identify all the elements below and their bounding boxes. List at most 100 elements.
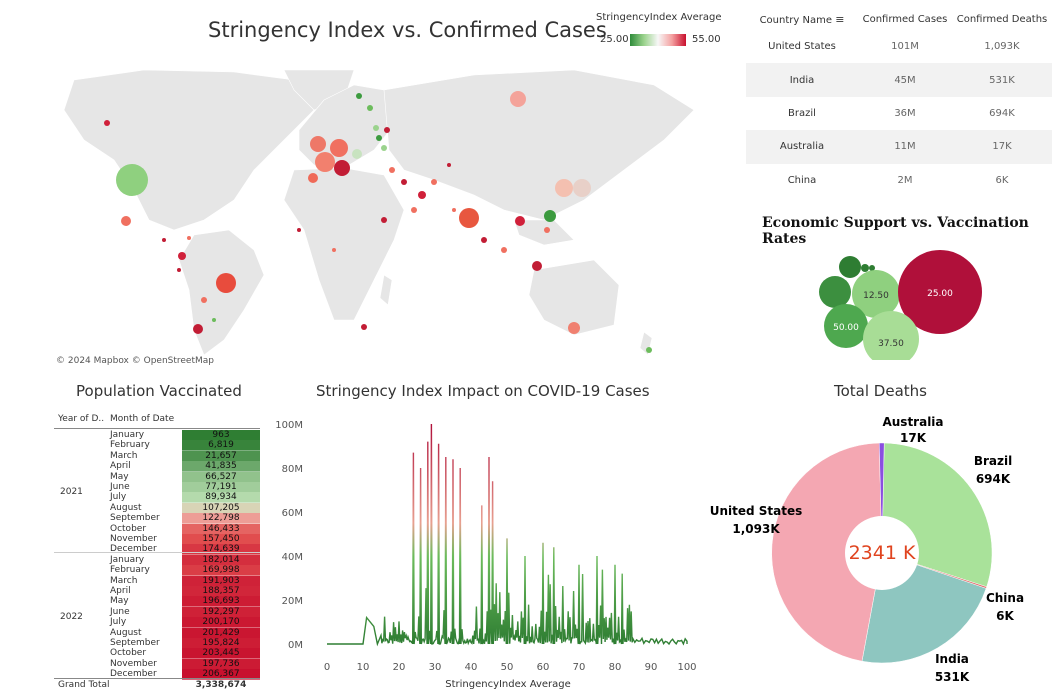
vaccinated-cell[interactable]: 203,445 — [182, 648, 260, 660]
vaccinated-cell[interactable]: 21,657 — [182, 450, 260, 462]
col-confirmed-cases: Confirmed Cases — [862, 13, 948, 25]
bubble-label-50-00: 50.00 — [833, 323, 859, 333]
grand-total-label: Grand Total — [58, 680, 110, 690]
line-chart-title: Stringency Index Impact on COVID-19 Case… — [316, 382, 650, 400]
cases-line — [327, 423, 688, 647]
sort-icon[interactable]: ≡ — [835, 12, 845, 26]
x-tick-label: 50 — [501, 662, 514, 673]
bubble-korea — [544, 210, 556, 222]
bubble-small-3 — [869, 265, 875, 271]
label-brazil-name: Brazil — [974, 454, 1012, 468]
month-label: August — [110, 627, 142, 638]
stringency-line-chart[interactable]: 0M 20M 40M 60M 80M 100M 0 10 20 30 40 50 60 70 80 90 10… — [270, 405, 710, 695]
month-label: November — [110, 658, 157, 669]
vaccinated-cell[interactable]: 195,824 — [182, 638, 260, 649]
map-title: Stringency Index vs. Confirmed Cases — [208, 18, 607, 42]
bubble-argentina — [193, 324, 203, 334]
month-label: November — [110, 534, 157, 544]
label-australia-name: Australia — [882, 415, 943, 429]
col-confirmed-deaths: Confirmed Deaths — [956, 13, 1048, 25]
bubble-small-2 — [861, 264, 869, 272]
vaccinated-cell[interactable]: 963 — [182, 430, 260, 441]
vaccinated-cell[interactable]: 182,014 — [182, 554, 260, 566]
bubble-label-25-00: 25.00 — [927, 289, 953, 299]
x-axis: 0 10 20 30 40 50 60 70 80 90 100 — [324, 662, 697, 673]
col-country-name[interactable]: Country Name ≡ — [759, 12, 845, 26]
month-label: October — [110, 648, 147, 659]
vaccinated-cell[interactable]: 66,527 — [182, 471, 260, 483]
month-label: July — [110, 492, 127, 503]
label-india-name: India — [935, 652, 969, 666]
month-label: January — [110, 430, 145, 440]
vaccinated-cell[interactable]: 201,429 — [182, 627, 260, 639]
month-label: May — [110, 596, 129, 607]
month-label: March — [110, 450, 138, 461]
bubble-india — [459, 208, 479, 228]
month-label: July — [110, 617, 127, 628]
label-china-value: 6K — [996, 609, 1014, 623]
vaccinated-cell[interactable]: 41,835 — [182, 461, 260, 473]
legend-gradient — [630, 34, 686, 46]
bubble-peru — [178, 252, 186, 260]
x-tick-label: 60 — [537, 662, 550, 673]
economic-bubble-chart[interactable]: 12.50 25.00 50.00 37.50 — [760, 240, 1060, 360]
bubble-europe-4 — [334, 160, 350, 176]
total-deaths-donut[interactable]: 2341 K Australia 17K Brazil 694K China 6… — [700, 405, 1060, 698]
vaccinated-cell[interactable]: 192,297 — [182, 606, 260, 618]
bubble-mexico — [121, 216, 131, 226]
month-label: January — [110, 554, 145, 565]
vaccinated-cell[interactable]: 77,191 — [182, 482, 260, 493]
month-label: April — [110, 586, 131, 596]
bubble-indonesia — [532, 261, 542, 271]
vaccinated-cell[interactable]: 157,450 — [182, 534, 260, 545]
bubble-thailand — [515, 216, 525, 226]
col-year[interactable]: Year of D.. — [58, 414, 105, 424]
world-map[interactable] — [54, 70, 744, 370]
bubble-europe-1 — [330, 139, 348, 157]
vaccinated-cell[interactable]: 197,736 — [182, 658, 260, 670]
bubble-12-50 — [852, 270, 900, 318]
vaccinated-cell[interactable]: 196,693 — [182, 596, 260, 608]
x-tick-label: 30 — [429, 662, 442, 673]
vaccinated-cell[interactable]: 122,798 — [182, 513, 260, 525]
bubble-medium — [819, 276, 851, 308]
donut-slice-united-states[interactable] — [771, 442, 883, 662]
table-header: Country Name ≡ Confirmed Cases Confirmed… — [746, 8, 1052, 30]
y-tick-label: 20M — [282, 596, 303, 607]
vaccinated-cell[interactable]: 107,205 — [182, 502, 260, 514]
month-label: October — [110, 523, 147, 534]
x-tick-label: 20 — [393, 662, 406, 673]
month-label: June — [110, 606, 130, 617]
bubble-small-1 — [839, 256, 861, 278]
vaccinated-cell[interactable]: 200,170 — [182, 617, 260, 629]
vaccinated-cell[interactable]: 89,934 — [182, 492, 260, 504]
label-india-value: 531K — [935, 670, 970, 684]
country-bubbles — [104, 91, 652, 353]
month-label: September — [110, 513, 160, 524]
month-label: August — [110, 502, 142, 513]
table-row[interactable]: Brazil 36M 694K — [788, 107, 1015, 119]
vaccinated-cell[interactable]: 188,357 — [182, 586, 260, 597]
x-tick-label: 90 — [645, 662, 658, 673]
table-row[interactable]: United States 101M 1,093K — [768, 41, 1020, 53]
vaccinated-cell[interactable]: 146,433 — [182, 523, 260, 535]
vaccinated-cell[interactable]: 174,639 — [182, 544, 260, 556]
month-label: May — [110, 471, 129, 482]
col-month[interactable]: Month of Date — [110, 414, 175, 424]
table-row[interactable]: Australia 11M 17K — [746, 130, 1052, 164]
donut-slice-australia[interactable] — [878, 442, 885, 554]
month-label: April — [110, 461, 131, 472]
y-tick-label: 80M — [282, 464, 303, 475]
vaccinated-cell[interactable]: 6,819 — [182, 440, 260, 452]
bubble-europe-6 — [352, 149, 362, 159]
month-label: June — [110, 482, 130, 492]
vaccinated-cell[interactable]: 191,903 — [182, 575, 260, 587]
bubble-united-states — [116, 164, 148, 196]
table-row[interactable]: India 45M 531K — [746, 63, 1052, 97]
table-row[interactable]: China 2M 6K — [787, 174, 1009, 186]
vaccinated-cell[interactable]: 169,998 — [182, 565, 260, 577]
x-tick-label: 80 — [609, 662, 622, 673]
bubble-label-12-50: 12.50 — [863, 291, 889, 301]
month-label: March — [110, 575, 138, 586]
vaccinated-cell[interactable]: 206,367 — [182, 669, 260, 681]
